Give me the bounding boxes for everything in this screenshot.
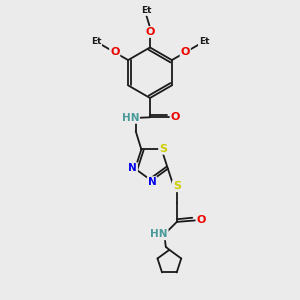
Text: Et: Et xyxy=(141,6,152,15)
Text: O: O xyxy=(181,47,190,57)
Text: HN: HN xyxy=(122,113,139,123)
Text: S: S xyxy=(173,181,181,191)
Text: Et: Et xyxy=(91,37,101,46)
Text: N: N xyxy=(148,177,157,187)
Text: Et: Et xyxy=(199,37,209,46)
Text: S: S xyxy=(159,144,167,154)
Text: O: O xyxy=(196,215,206,225)
Text: N: N xyxy=(128,163,137,173)
Text: HN: HN xyxy=(150,230,168,239)
Text: O: O xyxy=(171,112,180,122)
Text: O: O xyxy=(145,27,155,37)
Text: O: O xyxy=(110,47,119,57)
